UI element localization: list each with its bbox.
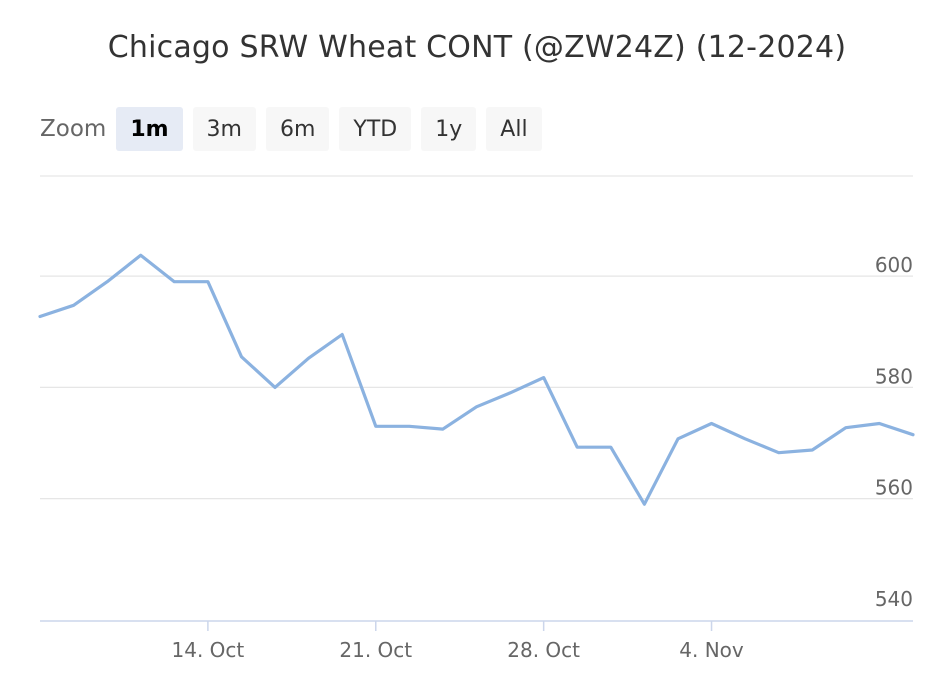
zoom-3m-button[interactable]: 3m <box>192 107 256 151</box>
x-tick-label: 14. Oct <box>172 638 245 662</box>
y-axis-labels: 540 560 580 600 <box>875 253 913 611</box>
x-tick-label: 4. Nov <box>679 638 744 662</box>
gridlines <box>40 175 913 500</box>
price-line[interactable] <box>38 253 915 506</box>
zoom-1y-button[interactable]: 1y <box>421 107 477 151</box>
zoom-6m-button[interactable]: 6m <box>265 107 330 151</box>
zoom-1m-button[interactable]: 1m <box>116 107 183 151</box>
zoom-ytd-button[interactable]: YTD <box>339 107 412 151</box>
zoom-label: Zoom <box>40 116 107 142</box>
y-tick-label: 580 <box>875 364 913 388</box>
x-axis-labels: 14. Oct 21. Oct 28. Oct 4. Nov <box>172 621 744 662</box>
zoom-all-button[interactable]: All <box>486 107 542 151</box>
zoom-range-selector: Zoom 1m 3m 6m YTD 1y All <box>40 106 552 152</box>
chart-title: Chicago SRW Wheat CONT (@ZW24Z) (12-2024… <box>107 30 847 65</box>
y-tick-label: 560 <box>875 476 913 500</box>
y-tick-label: 540 <box>875 587 913 611</box>
y-tick-label: 600 <box>875 253 913 277</box>
x-tick-label: 21. Oct <box>339 638 412 662</box>
price-series[interactable] <box>38 253 915 506</box>
x-tick-label: 28. Oct <box>507 638 580 662</box>
